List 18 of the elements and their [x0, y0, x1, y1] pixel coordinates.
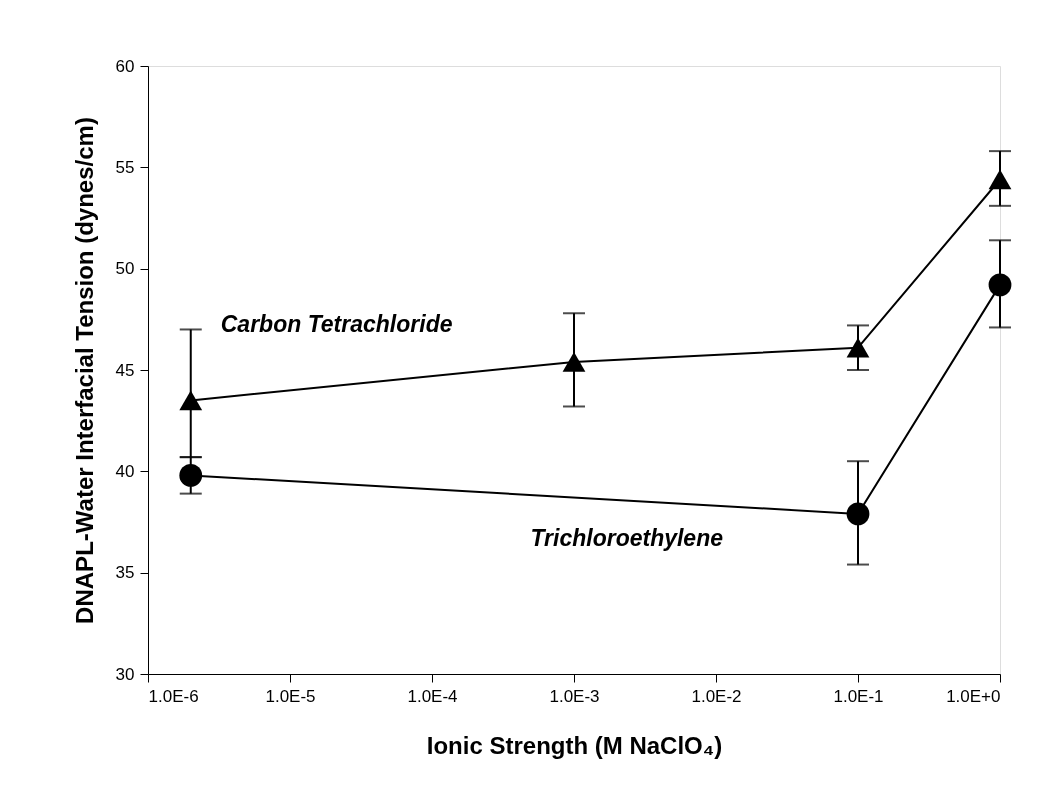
y-tick-label: 30 — [115, 664, 135, 684]
y-tick-label: 35 — [115, 563, 135, 583]
y-tick-label: 45 — [115, 360, 135, 380]
x-tick-label: 1.0E+0 — [946, 686, 1001, 706]
y-tick-label: 60 — [115, 56, 135, 76]
x-tick-label: 1.0E-6 — [148, 686, 199, 706]
y-tick-label: 40 — [115, 461, 135, 481]
x-tick-label: 1.0E-2 — [691, 686, 742, 706]
x-tick-label: 1.0E-4 — [407, 686, 458, 706]
x-axis-title: Ionic Strength (M NaClO₄) — [426, 731, 723, 759]
x-tick-label: 1.0E-1 — [833, 686, 884, 706]
x-tick-label: 1.0E-5 — [265, 686, 316, 706]
y-axis-title: DNAPL-Water Interfacial Tension (dynes/cm) — [70, 117, 98, 624]
y-tick-label: 55 — [115, 157, 135, 177]
y-tick-label: 50 — [115, 259, 135, 279]
x-tick-label: 1.0E-3 — [549, 686, 600, 706]
series-label: Trichloroethylene — [530, 524, 724, 551]
series-label: Carbon Tetrachloride — [220, 311, 453, 338]
